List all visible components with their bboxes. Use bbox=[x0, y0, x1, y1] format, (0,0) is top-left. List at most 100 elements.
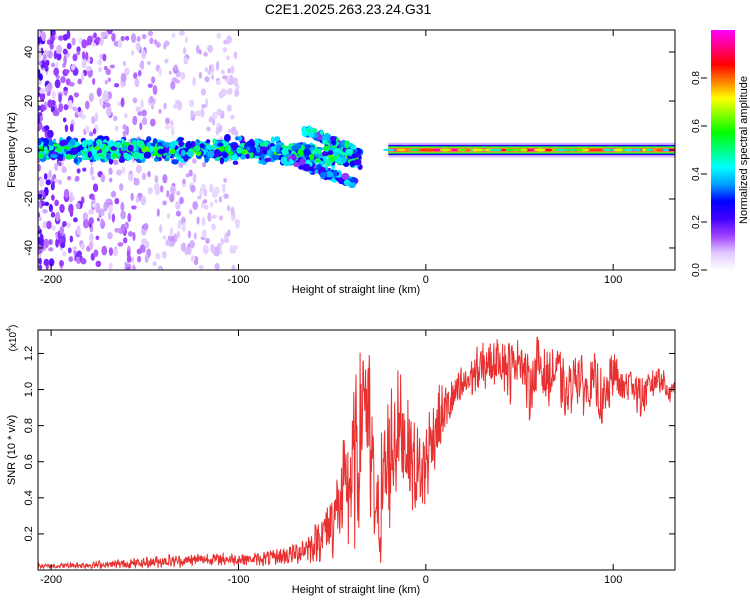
branch-cell bbox=[332, 170, 338, 178]
noise-cell bbox=[43, 258, 50, 267]
band-cell bbox=[74, 141, 80, 147]
branch-cell bbox=[291, 154, 297, 161]
noise-cell bbox=[47, 129, 54, 138]
noise-cell bbox=[139, 244, 146, 253]
noise-cell bbox=[154, 175, 159, 184]
noise-cell bbox=[102, 53, 107, 62]
noise-cell bbox=[120, 210, 126, 220]
noise-cell bbox=[75, 175, 80, 182]
noise-cell bbox=[192, 173, 197, 184]
noise-cell bbox=[169, 193, 175, 203]
noise-cell bbox=[141, 49, 146, 60]
branch-cell bbox=[325, 170, 334, 178]
narrow-line-cell bbox=[655, 148, 663, 152]
narrow-line-cell bbox=[624, 148, 633, 152]
noise-cell bbox=[180, 242, 187, 252]
noise-cell bbox=[126, 255, 132, 263]
band-cell bbox=[245, 153, 250, 159]
narrow-line-band bbox=[388, 148, 675, 152]
band-cell bbox=[138, 152, 145, 160]
band-cell bbox=[38, 152, 45, 159]
noise-cell bbox=[60, 75, 66, 84]
branch-cell bbox=[319, 171, 328, 178]
branch-cell bbox=[348, 181, 357, 189]
noise-cell bbox=[204, 98, 209, 108]
band-cell bbox=[213, 149, 221, 157]
noise-cell bbox=[130, 192, 134, 202]
noise-cell bbox=[162, 200, 167, 206]
branch-cell bbox=[324, 133, 332, 141]
noise-cell bbox=[43, 50, 49, 56]
noise-cell bbox=[52, 110, 59, 117]
noise-cell bbox=[59, 260, 64, 267]
noise-cell bbox=[184, 36, 189, 43]
narrow-line-cell bbox=[511, 148, 521, 152]
narrow-line-cell bbox=[521, 148, 528, 152]
band-cell bbox=[143, 151, 152, 159]
noise-cell bbox=[44, 65, 49, 72]
noise-cell bbox=[224, 232, 228, 240]
band-cell bbox=[207, 150, 215, 158]
noise-cell bbox=[38, 47, 41, 53]
band-cell bbox=[49, 140, 54, 146]
noise-cell bbox=[132, 115, 138, 126]
band-cell bbox=[223, 134, 231, 142]
band-cell bbox=[56, 147, 63, 152]
noise-cell bbox=[62, 63, 66, 68]
snr-y-tick-label: 1.0 bbox=[23, 382, 35, 397]
snr-x-tick-label: 0 bbox=[423, 574, 429, 586]
noise-cell bbox=[178, 162, 184, 169]
noise-cell bbox=[182, 178, 186, 185]
noise-cell bbox=[120, 72, 127, 83]
noise-cell bbox=[144, 241, 150, 249]
noise-cell bbox=[215, 80, 221, 86]
band-cell bbox=[259, 142, 265, 147]
noise-cell bbox=[38, 91, 41, 98]
band-cell bbox=[51, 143, 59, 148]
noise-cell bbox=[135, 42, 141, 51]
noise-cell bbox=[95, 36, 101, 43]
noise-cell bbox=[120, 201, 125, 212]
narrow-line-cell bbox=[457, 148, 467, 152]
noise-cell bbox=[39, 238, 45, 247]
noise-cell bbox=[48, 238, 53, 246]
noise-cell bbox=[158, 67, 162, 77]
noise-cell bbox=[200, 107, 205, 118]
band-cell bbox=[256, 146, 261, 153]
snr-y-tick-label: 0.8 bbox=[23, 418, 35, 433]
noise-cell bbox=[216, 122, 221, 128]
noise-cell bbox=[210, 243, 215, 253]
noise-cell bbox=[201, 184, 206, 191]
noise-cell bbox=[170, 120, 174, 127]
noise-cell bbox=[108, 167, 113, 175]
band-cell bbox=[105, 152, 111, 160]
noise-cell bbox=[108, 247, 114, 256]
noise-cell bbox=[113, 83, 120, 88]
band-cell bbox=[50, 153, 58, 158]
noise-cell bbox=[92, 78, 96, 85]
branch-cell bbox=[336, 177, 344, 183]
noise-cell bbox=[124, 35, 130, 41]
band-cell bbox=[322, 144, 331, 153]
noise-cell bbox=[72, 53, 78, 62]
noise-cell bbox=[76, 46, 81, 53]
colorbar-tick-label: 0.6 bbox=[691, 119, 702, 133]
noise-cell bbox=[89, 233, 94, 243]
noise-cell bbox=[223, 177, 228, 183]
noise-cell bbox=[132, 264, 136, 270]
noise-cell bbox=[165, 124, 171, 130]
colorbar: 0.0 0.2 0.4 0.6 0.8 Normalized spectral ampl… bbox=[691, 30, 750, 277]
noise-cell bbox=[57, 179, 62, 185]
noise-cell bbox=[124, 113, 128, 119]
noise-cell bbox=[188, 169, 193, 177]
noise-cell bbox=[211, 74, 215, 80]
noise-cell bbox=[158, 108, 162, 114]
noise-cell bbox=[149, 118, 156, 127]
band-cell bbox=[132, 151, 140, 160]
noise-cell bbox=[190, 184, 196, 193]
noise-cell bbox=[179, 196, 184, 205]
noise-cell bbox=[210, 201, 214, 208]
noise-cell bbox=[175, 201, 181, 210]
noise-cell bbox=[235, 221, 240, 230]
